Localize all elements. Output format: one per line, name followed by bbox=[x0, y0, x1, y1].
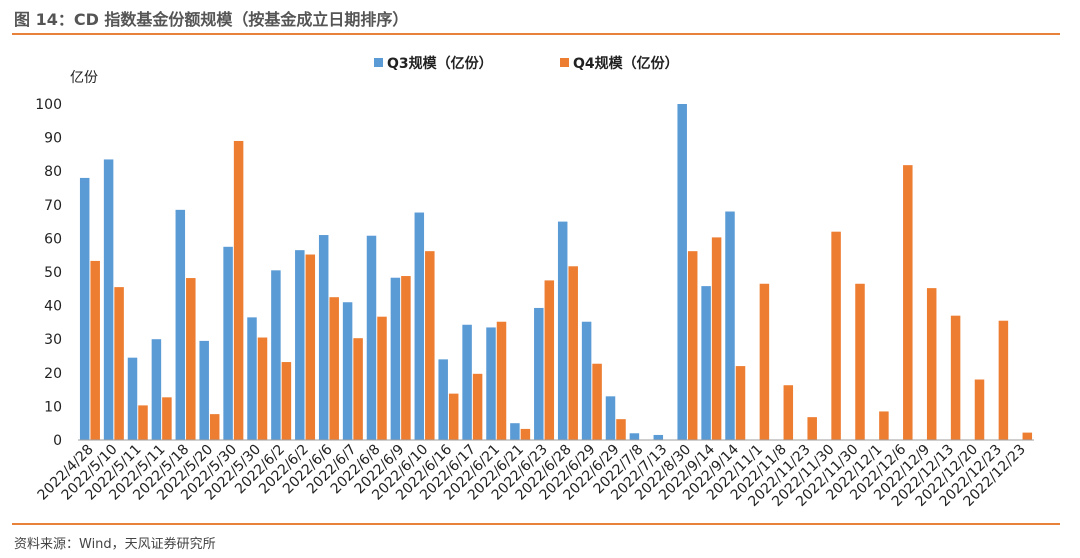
y-tick-label: 50 bbox=[44, 265, 62, 281]
q4-bar bbox=[855, 283, 865, 440]
q3-bar bbox=[199, 340, 209, 440]
q4-bar bbox=[353, 338, 363, 440]
q4-bar bbox=[783, 385, 794, 440]
y-tick-label: 30 bbox=[44, 332, 62, 348]
q4-bar bbox=[472, 373, 483, 440]
q4-bar bbox=[257, 337, 268, 440]
q4-bar bbox=[209, 414, 220, 440]
q4-bar bbox=[807, 417, 817, 440]
figure-title: 图 14：CD 指数基金份额规模（按基金成立日期排序） bbox=[14, 10, 409, 29]
q3-bar bbox=[510, 423, 520, 440]
q3-bar bbox=[462, 324, 472, 440]
q3-bar bbox=[605, 396, 616, 440]
q4-bar bbox=[879, 411, 889, 440]
chart-bars bbox=[79, 104, 1033, 441]
q4-bar bbox=[831, 231, 841, 440]
q3-bar bbox=[223, 246, 233, 440]
q4-bar bbox=[186, 278, 196, 440]
q3-bar bbox=[318, 235, 329, 440]
y-tick-label: 90 bbox=[44, 131, 62, 147]
q3-bar bbox=[295, 250, 305, 440]
q3-bar bbox=[581, 321, 592, 440]
q3-bar bbox=[127, 357, 138, 440]
q3-bar bbox=[701, 286, 711, 440]
q4-bar bbox=[90, 260, 100, 440]
legend-q3-swatch bbox=[374, 58, 383, 67]
q4-bar bbox=[401, 276, 411, 440]
q3-bar bbox=[653, 434, 664, 440]
q4-bar bbox=[711, 237, 722, 440]
q4-bar bbox=[568, 266, 578, 440]
q4-bar bbox=[950, 315, 961, 440]
q4-bar bbox=[520, 428, 531, 440]
q3-bar bbox=[103, 159, 114, 440]
bottom-rule bbox=[12, 523, 1060, 525]
q3-bar bbox=[486, 327, 496, 440]
q3-bar bbox=[557, 221, 568, 440]
q4-bar bbox=[138, 405, 148, 440]
legend-q3-label: Q3规模（亿份） bbox=[387, 55, 493, 72]
q3-bar bbox=[271, 270, 281, 440]
y-tick-label: 0 bbox=[53, 433, 62, 449]
q3-bar bbox=[414, 212, 425, 440]
q4-bar bbox=[329, 297, 339, 440]
y-tick-label: 60 bbox=[44, 231, 62, 247]
q4-bar bbox=[926, 288, 937, 440]
q4-bar bbox=[998, 320, 1009, 440]
q4-bar bbox=[974, 379, 985, 440]
q3-bar bbox=[438, 359, 448, 440]
y-axis-label: 亿份 bbox=[70, 70, 98, 86]
y-tick-label: 40 bbox=[44, 299, 62, 315]
q3-bar bbox=[175, 209, 186, 440]
q4-bar bbox=[735, 366, 746, 440]
q4-bar bbox=[162, 397, 172, 440]
q3-bar bbox=[247, 317, 257, 440]
y-tick-label: 70 bbox=[44, 198, 62, 214]
q4-bar bbox=[448, 393, 459, 440]
chart-legend: Q3规模（亿份） Q4规模（亿份） bbox=[374, 55, 679, 72]
source-note: 资料来源：Wind，天风证券研究所 bbox=[14, 537, 216, 552]
q4-bar bbox=[759, 283, 770, 440]
q3-bar bbox=[342, 302, 353, 440]
q4-bar bbox=[281, 362, 292, 440]
q4-bar bbox=[687, 251, 698, 440]
y-tick-label: 20 bbox=[44, 366, 62, 382]
q3-bar bbox=[390, 277, 401, 440]
q3-bar bbox=[534, 307, 544, 440]
x-axis-ticks: 2022/4/282022/5/102022/5/112022/5/112022… bbox=[35, 441, 1029, 509]
legend-q4-swatch bbox=[560, 58, 569, 67]
q3-bar bbox=[151, 339, 162, 440]
q4-bar bbox=[425, 251, 435, 440]
q4-bar bbox=[496, 321, 507, 440]
q3-bar bbox=[629, 433, 640, 440]
q4-bar bbox=[592, 363, 602, 440]
top-rule bbox=[12, 33, 1060, 35]
q3-bar bbox=[677, 104, 687, 440]
q4-bar bbox=[544, 280, 555, 440]
q4-bar bbox=[114, 287, 124, 440]
y-tick-label: 100 bbox=[35, 97, 62, 113]
q3-bar bbox=[725, 211, 735, 440]
q4-bar bbox=[903, 165, 913, 441]
q4-bar bbox=[233, 140, 244, 440]
q4-bar bbox=[1022, 432, 1033, 440]
y-tick-label: 10 bbox=[44, 399, 62, 415]
q4-bar bbox=[616, 419, 626, 440]
q4-bar bbox=[305, 254, 316, 440]
q3-bar bbox=[79, 177, 90, 441]
q4-bar bbox=[377, 316, 387, 440]
q3-bar bbox=[366, 235, 377, 440]
legend-q4-label: Q4规模（亿份） bbox=[573, 55, 679, 72]
y-tick-label: 80 bbox=[44, 164, 62, 180]
y-axis-ticks: 0 10 20 30 40 50 60 70 80 90 100 bbox=[35, 97, 62, 449]
